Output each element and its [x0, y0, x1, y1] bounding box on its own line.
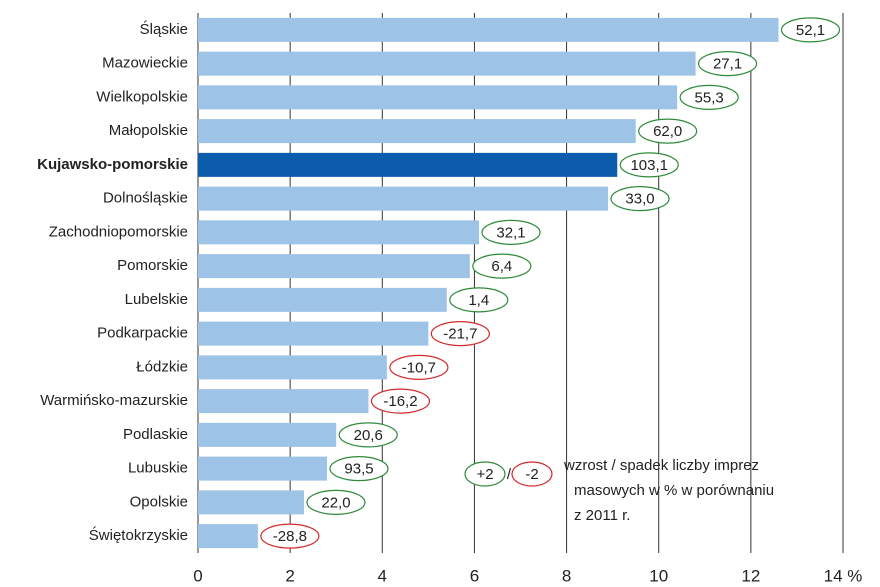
bar [198, 524, 258, 549]
y-tick-label: Łódzkie [136, 358, 188, 375]
change-badge [338, 422, 398, 448]
legend-text: wzrost / spadek liczby imprez [563, 457, 759, 474]
y-tick-label: Lubuskie [128, 460, 188, 477]
x-tick-label: 2 [285, 566, 294, 585]
change-label: 22,0 [321, 494, 350, 511]
change-label: 6,4 [491, 258, 512, 275]
change-badge [472, 253, 532, 279]
y-tick-label: Dolnośląskie [103, 190, 188, 207]
x-tick-label: 12 [741, 566, 760, 585]
y-tick-label: Pomorskie [117, 257, 188, 274]
bar [198, 456, 327, 481]
bar [198, 355, 387, 380]
change-label: 20,6 [354, 427, 383, 444]
change-badge [780, 17, 841, 43]
change-label: 1,4 [468, 292, 489, 309]
bar [198, 287, 447, 312]
change-label: 52,1 [796, 22, 825, 39]
change-label: 55,3 [695, 89, 724, 106]
y-tick-label: Mazowieckie [102, 55, 188, 72]
bar [198, 119, 636, 144]
y-tick-label: Kujawsko-pomorskie [37, 156, 188, 173]
bar [198, 51, 696, 76]
change-badge [610, 186, 670, 212]
change-label: 93,5 [344, 461, 373, 478]
legend-positive-badge [464, 461, 506, 487]
legend-text: z 2011 r. [574, 507, 630, 524]
y-tick-label: Małopolskie [109, 122, 188, 139]
bar [198, 254, 470, 279]
change-label: -28,8 [273, 528, 307, 545]
y-tick-label: Świętokrzyskie [89, 526, 188, 544]
bar [198, 152, 618, 177]
change-badge [260, 523, 320, 549]
change-label: -21,7 [443, 326, 477, 343]
bar [198, 490, 304, 515]
change-badge [449, 287, 509, 313]
y-tick-label: Wielkopolskie [96, 88, 188, 105]
y-tick-label: Podlaskie [123, 426, 188, 443]
change-label: 32,1 [496, 224, 525, 241]
bar [198, 220, 480, 245]
y-tick-label: Zachodniopomorskie [49, 223, 188, 240]
y-tick-label: Warmińsko-mazurskie [40, 392, 188, 409]
bar [198, 389, 369, 414]
change-badge [389, 354, 449, 380]
y-tick-label: Podkarpackie [97, 325, 188, 342]
x-tick-label: 4 [378, 566, 387, 585]
change-badge [430, 321, 490, 347]
change-label: -10,7 [402, 359, 436, 376]
bar [198, 17, 779, 42]
legend-separator: / [507, 466, 512, 483]
legend-positive: +2 [476, 466, 493, 483]
y-tick-label: Śląskie [140, 20, 188, 38]
change-label: 33,0 [625, 191, 654, 208]
bar [198, 85, 678, 110]
x-tick-label: 10 [649, 566, 668, 585]
change-badge [697, 51, 758, 77]
bar [198, 422, 337, 447]
change-badge [619, 152, 679, 178]
legend-text: masowych w % w porównaniu [574, 482, 774, 499]
x-tick-label: 0 [193, 566, 202, 585]
change-badge [329, 456, 389, 482]
change-badge [306, 489, 366, 515]
change-badge [370, 388, 431, 414]
y-tick-label: Opolskie [130, 493, 188, 510]
change-badge [481, 219, 541, 245]
bar [198, 186, 609, 211]
change-badge [638, 118, 698, 144]
x-tick-label: 8 [562, 566, 571, 585]
change-badge [679, 84, 739, 110]
legend-negative: -2 [525, 466, 538, 483]
x-tick-label: 6 [470, 566, 479, 585]
change-label: 62,0 [653, 123, 682, 140]
y-tick-label: Lubelskie [125, 291, 188, 308]
x-tick-label: 14 % [824, 566, 863, 585]
change-label: 27,1 [713, 56, 742, 73]
change-label: -16,2 [383, 393, 417, 410]
bar [198, 321, 429, 346]
legend-negative-badge [511, 461, 553, 487]
change-label: 103,1 [630, 157, 668, 174]
